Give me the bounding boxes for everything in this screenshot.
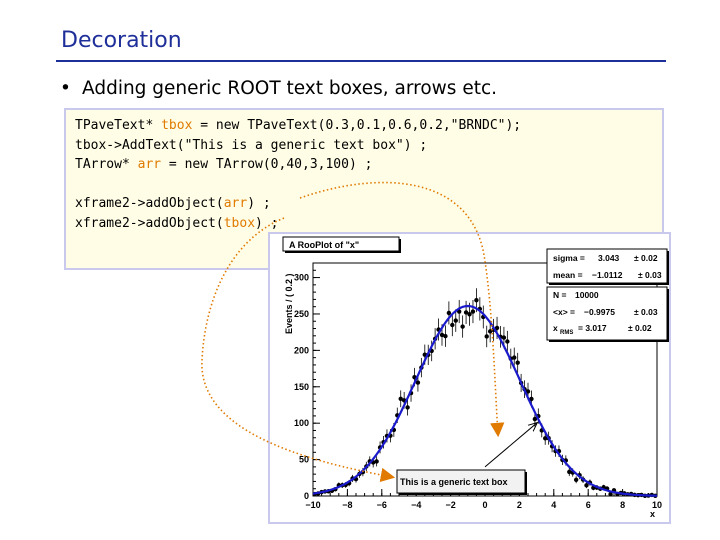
code-line: xframe2->addObject(arr) ; — [75, 194, 521, 214]
stat-mean-value: −1.0112 — [592, 270, 623, 280]
data-point — [453, 318, 458, 323]
x-tick-label: 6 — [586, 500, 591, 510]
code-text: tbox->AddText("This is a generic text bo… — [75, 137, 428, 153]
data-point — [405, 405, 410, 410]
code-text: = new TPaveText(0.3,0.1,0.6,0.2,"BRNDC")… — [192, 118, 522, 133]
stat-sigma-value: 3.043 — [598, 253, 620, 263]
x-axis-label: x — [650, 509, 655, 519]
code-identifier: arr — [137, 157, 162, 172]
stat-rms-label: x — [553, 323, 558, 333]
code-identifier: tbox — [161, 118, 193, 133]
x-tick-label: −4 — [411, 500, 421, 510]
stat-mean-x-label: <x> = — [553, 307, 575, 317]
y-tick-label: 150 — [294, 382, 309, 392]
stat-sigma-err: ± 0.02 — [634, 253, 658, 263]
stat-mean-err: ± 0.03 — [638, 270, 662, 280]
stat-n-value: 10000 — [575, 290, 599, 300]
code-text: xframe2->addObject( — [75, 196, 224, 211]
data-point — [515, 360, 520, 365]
slide-title: Decoration — [61, 28, 182, 53]
data-point — [439, 332, 445, 338]
y-tick-label: 200 — [294, 345, 309, 355]
data-point — [532, 416, 538, 422]
x-tick-label: −8 — [342, 500, 352, 510]
x-tick-label: −10 — [305, 500, 320, 510]
x-tick-label: −6 — [377, 500, 387, 510]
x-axis: −10 −8 −6 −4 −2 0 2 4 6 8 10 — [305, 489, 662, 510]
code-text: ) ; — [255, 215, 279, 231]
stat-rms-value: = 3.017 — [578, 323, 607, 333]
stat-rms-sub: RMS — [560, 330, 573, 336]
x-tick-label: 10 — [652, 500, 662, 510]
y-axis-label: Events / ( 0.2 ) — [284, 273, 294, 334]
stat-rms-err: ± 0.02 — [628, 323, 652, 333]
data-point — [494, 325, 500, 331]
data-point — [474, 297, 479, 303]
y-tick-label: 300 — [294, 273, 309, 283]
stat-mean-x-err: ± 0.03 — [634, 307, 658, 317]
stat-mean-label: mean = — [553, 270, 583, 280]
code-line: TPaveText* tbox = new TPaveText(0.3,0.1,… — [75, 116, 521, 136]
bullet-item: • Adding generic ROOT text boxes, arrows … — [60, 78, 497, 99]
data-point — [463, 310, 469, 315]
code-identifier: tbox — [223, 215, 256, 231]
y-tick-label: 50 — [299, 455, 309, 465]
bullet-text: Adding generic ROOT text boxes, arrows e… — [82, 78, 498, 99]
data-point — [567, 469, 572, 475]
stat-mean-x-value: −0.9975 — [584, 307, 615, 317]
code-line: tbox->AddText("This is a generic text bo… — [75, 136, 521, 156]
code-text: = new TArrow(0,40,3,100) ; — [161, 157, 373, 172]
data-point — [415, 380, 421, 385]
x-tick-label: 8 — [620, 500, 625, 510]
code-identifier: arr — [223, 196, 248, 211]
code-text: xframe2->addObject( — [75, 215, 224, 231]
data-point — [501, 335, 507, 340]
data-point — [470, 309, 476, 314]
y-tick-label: 250 — [294, 309, 309, 319]
data-point — [512, 355, 517, 360]
data-point — [450, 322, 455, 328]
generic-text-box-label: This is a generic text box — [400, 477, 508, 487]
code-text: TPaveText* — [75, 118, 162, 133]
stat-sigma-label: sigma = — [553, 253, 585, 263]
code-line: TArrow* arr = new TArrow(0,40,3,100) ; — [75, 155, 521, 175]
data-point — [505, 339, 510, 344]
data-point — [573, 477, 579, 482]
data-point — [608, 491, 613, 497]
x-tick-label: 2 — [517, 500, 522, 510]
data-point — [374, 459, 379, 464]
stat-n-label: N = — [553, 290, 567, 300]
data-point — [484, 334, 489, 339]
data-point — [543, 436, 548, 441]
x-tick-label: −2 — [445, 500, 455, 510]
y-tick-label: 0 — [304, 491, 309, 501]
data-point — [584, 483, 589, 488]
code-block: TPaveText* tbox = new TPaveText(0.3,0.1,… — [75, 116, 521, 233]
plot-title: A RooPlot of "x" — [289, 240, 359, 250]
y-axis: 0 50 100 150 200 250 300 — [294, 262, 320, 501]
code-text: ) ; — [247, 196, 271, 211]
x-tick-label: 4 — [551, 500, 556, 510]
data-point — [398, 396, 403, 401]
y-tick-label: 100 — [294, 418, 309, 428]
bullet-dot: • — [60, 78, 71, 99]
data-point — [446, 310, 452, 316]
code-box: TPaveText* tbox = new TPaveText(0.3,0.1,… — [64, 108, 664, 270]
data-point — [460, 324, 465, 329]
code-text: TArrow* — [75, 157, 138, 172]
data-point — [443, 333, 448, 339]
data-point — [467, 312, 472, 317]
x-tick-label: 0 — [482, 500, 487, 510]
code-line: xframe2->addObject(tbox) ; — [75, 214, 521, 234]
data-point — [525, 389, 531, 394]
fit-curve — [312, 304, 657, 497]
title-underline — [56, 60, 666, 62]
arr-pointer-arrow — [299, 181, 505, 438]
tarrow — [484, 423, 537, 468]
data-point — [529, 396, 534, 402]
